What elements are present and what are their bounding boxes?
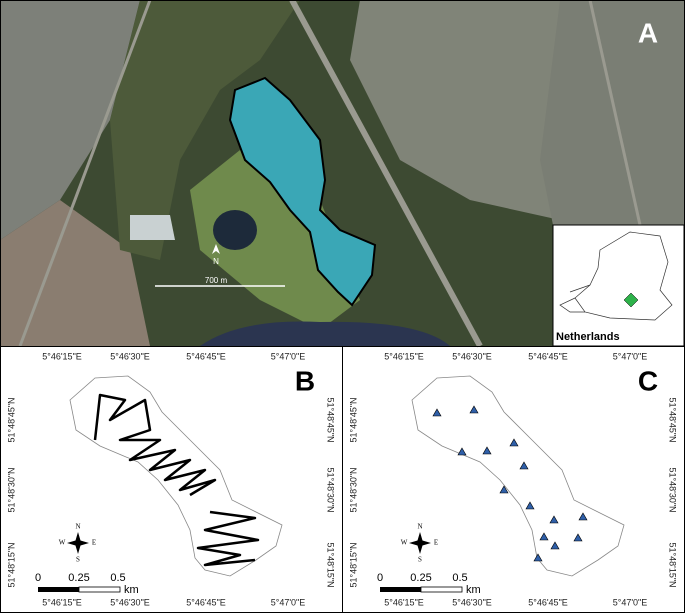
inset-map: Netherlands xyxy=(552,224,685,347)
sampling-station xyxy=(499,485,509,494)
sampling-station xyxy=(432,408,442,417)
latitude-label: 51°48'15"N xyxy=(348,542,358,587)
compass-rose xyxy=(409,532,431,554)
scale-bar xyxy=(78,586,121,593)
urban-area xyxy=(0,0,140,240)
urban-area xyxy=(540,0,685,225)
scale-label: 0.5 xyxy=(452,572,467,584)
longitude-label: 5°47'0"E xyxy=(613,351,648,361)
panel-label: B xyxy=(295,365,315,396)
highway xyxy=(289,0,483,348)
location-marker xyxy=(623,292,639,308)
compass-label: E xyxy=(434,539,438,547)
scale-bar xyxy=(420,586,463,593)
longitude-label: 5°47'0"E xyxy=(613,597,648,607)
scale-label: 0.5 xyxy=(110,572,125,584)
sampling-station xyxy=(482,446,492,455)
panel-label: C xyxy=(638,365,658,396)
sampling-station xyxy=(457,447,467,456)
longitude-label: 5°46'15"E xyxy=(384,351,424,361)
sampling-station xyxy=(550,541,560,550)
forest xyxy=(110,0,300,260)
compass-label: S xyxy=(76,556,80,564)
small-lake xyxy=(213,210,257,250)
lake xyxy=(228,76,377,307)
longitude-label: 5°46'15"E xyxy=(42,351,82,361)
compass-label: E xyxy=(92,539,96,547)
sampling-station xyxy=(469,405,479,414)
longitude-label: 5°46'45"E xyxy=(528,597,568,607)
latitude-label: 51°48'30"N xyxy=(668,467,678,512)
longitude-label: 5°47'0"E xyxy=(271,597,306,607)
sampling-station xyxy=(509,438,519,447)
latitude-label: 51°48'15"N xyxy=(6,542,16,587)
compass-label: S xyxy=(418,556,422,564)
compass-rose xyxy=(67,532,89,554)
urban-area xyxy=(350,0,560,220)
longitude-label: 5°46'45"E xyxy=(528,351,568,361)
survey-track xyxy=(93,393,260,567)
compass-label: W xyxy=(59,539,66,547)
longitude-label: 5°46'30"E xyxy=(110,351,150,361)
road xyxy=(18,0,152,347)
sampling-station xyxy=(533,553,543,562)
longitude-label: 5°46'45"E xyxy=(186,351,226,361)
coastline xyxy=(559,284,591,313)
compass-label: N xyxy=(417,523,422,531)
urban-area xyxy=(0,200,150,346)
road xyxy=(588,0,642,226)
longitude-label: 5°47'0"E xyxy=(271,351,306,361)
scale-unit: km xyxy=(124,584,139,596)
sampling-station xyxy=(578,512,588,521)
panel-c: C 5°46'15"E 5°46'15"E 5°46'30"E 5°46'30"E 5°… xyxy=(348,351,677,607)
latitude-label: 51°48'15"N xyxy=(326,542,336,587)
longitude-label: 5°46'15"E xyxy=(42,597,82,607)
scale-label: 0 xyxy=(377,572,383,584)
longitude-label: 5°46'45"E xyxy=(186,597,226,607)
latitude-label: 51°48'30"N xyxy=(326,467,336,512)
latitude-label: 51°48'30"N xyxy=(348,467,358,512)
latitude-label: 51°48'30"N xyxy=(6,467,16,512)
scale-label: 0 xyxy=(35,572,41,584)
north-arrow xyxy=(212,244,220,254)
scale-bar xyxy=(380,587,421,592)
building xyxy=(130,215,175,240)
panel-a: 700 m N A Netherlands xyxy=(0,0,685,348)
scale-label: 0.25 xyxy=(410,572,431,584)
scale-bar xyxy=(38,587,79,592)
sampling-station xyxy=(573,533,583,542)
latitude-label: 51°48'45"N xyxy=(326,397,336,442)
compass-label: W xyxy=(401,539,408,547)
sampling-station xyxy=(525,501,535,510)
scale-label: 0.25 xyxy=(68,572,89,584)
panel-b: B 5°46'15"E 5°46'15"E 5°46'30"E 5°46'30"E 5°… xyxy=(6,351,335,607)
scale-unit: km xyxy=(466,584,481,596)
longitude-label: 5°46'30"E xyxy=(110,597,150,607)
longitude-label: 5°46'30"E xyxy=(452,597,492,607)
latitude-label: 51°48'45"N xyxy=(6,397,16,442)
longitude-label: 5°46'30"E xyxy=(452,351,492,361)
river xyxy=(200,321,450,346)
north-label: N xyxy=(213,257,219,266)
latitude-label: 51°48'45"N xyxy=(668,397,678,442)
panel-label: A xyxy=(638,17,658,48)
inset-frame xyxy=(552,224,685,347)
golf-course xyxy=(190,150,360,330)
sampling-station xyxy=(519,461,529,470)
lake-outline xyxy=(411,375,625,577)
sampling-station xyxy=(549,515,559,524)
latitude-label: 51°48'45"N xyxy=(348,397,358,442)
longitude-label: 5°46'15"E xyxy=(384,597,424,607)
compass-label: N xyxy=(75,523,80,531)
latitude-label: 51°48'15"N xyxy=(668,542,678,587)
inset-label: Netherlands xyxy=(556,331,620,343)
scale-label: 700 m xyxy=(205,276,228,285)
sampling-station xyxy=(539,532,549,541)
